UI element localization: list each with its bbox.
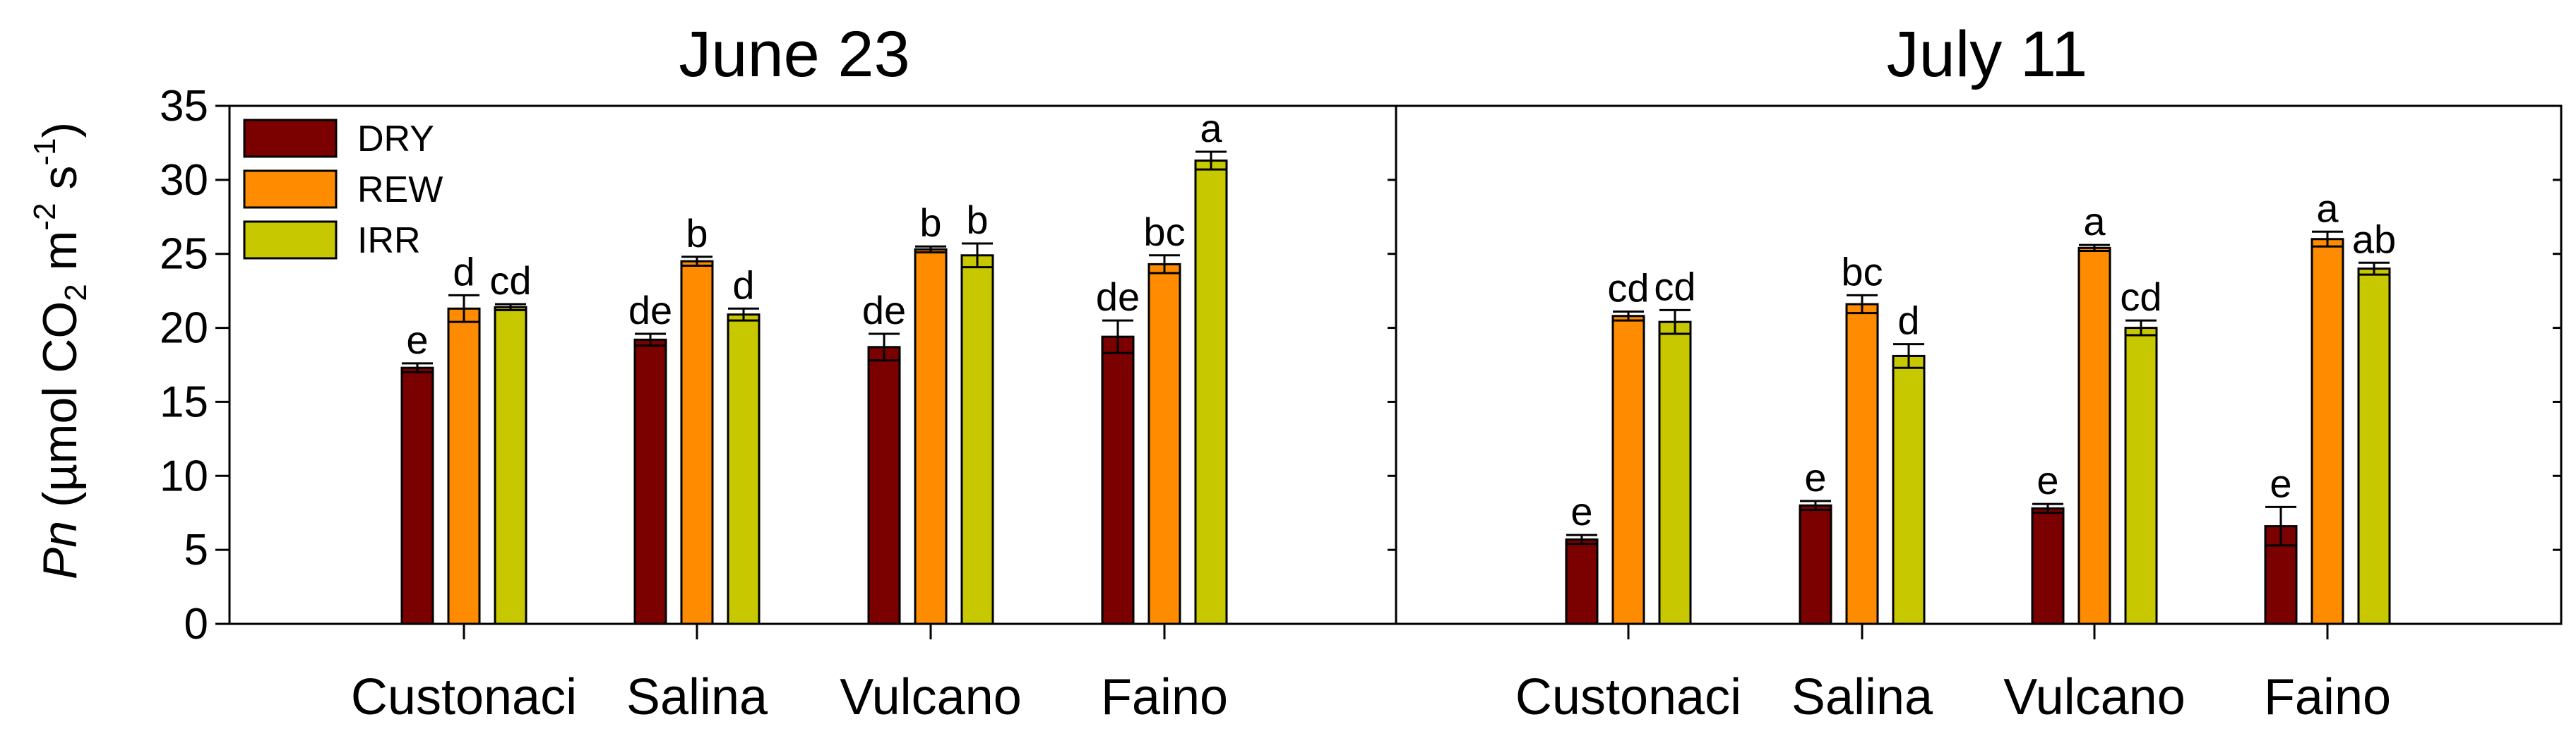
significance-letter: cd — [1654, 264, 1695, 308]
bar-rew — [1611, 315, 1645, 625]
x-tick-label: Vulcano — [2003, 669, 2186, 725]
y-tick-label: 25 — [160, 230, 208, 279]
significance-letter: d — [1897, 299, 1919, 343]
y-label-m: m — [33, 231, 87, 284]
significance-letter: bc — [1143, 210, 1185, 254]
bar-rew — [2077, 246, 2111, 625]
legend-label-dry: DRY — [357, 119, 434, 159]
significance-letter: b — [966, 198, 988, 242]
y-label-superscript-1: -2 — [28, 203, 62, 231]
significance-letter: de — [862, 288, 906, 332]
significance-letter: e — [2037, 458, 2058, 502]
bar-rew — [680, 260, 714, 625]
y-label-subscript: 2 — [59, 284, 93, 301]
significance-letter: ab — [2352, 217, 2396, 261]
significance-letter: a — [1200, 106, 1222, 150]
significance-letter: b — [686, 211, 708, 255]
significance-letter: cd — [489, 258, 531, 303]
legend-swatch-irr — [243, 220, 338, 260]
bar-irr — [727, 313, 761, 625]
bar-rew — [1147, 263, 1181, 625]
significance-letter: cd — [1607, 266, 1649, 311]
significance-letter: b — [919, 200, 941, 245]
y-tick-label: 20 — [160, 304, 208, 353]
legend-swatch-rew — [243, 169, 338, 209]
x-tick-label: Faino — [1101, 669, 1228, 725]
legend-label-rew: REW — [357, 169, 443, 210]
bar-irr — [1892, 354, 1926, 625]
significance-letter: de — [1096, 275, 1140, 319]
significance-letter: e — [2270, 461, 2291, 505]
y-axis-label: Pn (µmol CO2 m-2 s-1) — [28, 122, 93, 579]
panel-title: June 23 — [679, 18, 910, 90]
significance-letter: cd — [2120, 275, 2161, 319]
significance-letter: a — [2083, 199, 2106, 243]
bar-rew — [914, 248, 948, 625]
significance-letter: d — [732, 263, 754, 307]
significance-letter: bc — [1841, 249, 1883, 294]
y-tick-label: 10 — [160, 452, 208, 500]
bar-irr — [2357, 267, 2391, 625]
y-label-s: s — [33, 166, 87, 203]
bar-dry — [400, 366, 434, 625]
significance-letter: a — [2316, 186, 2339, 230]
panel-title: July 11 — [1887, 18, 2088, 90]
bar-rew — [1845, 303, 1879, 625]
bar-irr — [494, 306, 527, 625]
legend-label-irr: IRR — [357, 220, 421, 261]
panel-frame-2 — [1395, 104, 2563, 625]
y-tick-label: 15 — [160, 378, 208, 426]
x-tick-label: Vulcano — [840, 669, 1022, 725]
x-tick-label: Custonaci — [1515, 669, 1741, 725]
y-label-units: (µmol CO — [33, 301, 87, 521]
x-tick-label: Salina — [1791, 669, 1933, 725]
bar-irr — [960, 254, 994, 625]
bar-dry — [867, 346, 901, 625]
legend-swatch-dry — [243, 119, 338, 158]
significance-letter: e — [1804, 455, 1826, 500]
bar-dry — [1101, 335, 1135, 625]
bar-rew — [447, 307, 481, 625]
y-tick-label: 30 — [160, 156, 208, 205]
y-tick-label: 0 — [184, 600, 208, 649]
bar-irr — [1658, 320, 1692, 625]
x-tick-label: Salina — [626, 669, 768, 725]
significance-letter: e — [406, 318, 428, 362]
y-label-close: ) — [33, 122, 87, 138]
x-tick-label: Custonaci — [351, 669, 577, 725]
significance-letter: e — [1570, 489, 1592, 534]
y-tick-label: 35 — [160, 82, 208, 131]
y-tick-label: 5 — [184, 526, 208, 574]
bar-dry — [2031, 507, 2065, 625]
significance-letter: de — [628, 288, 672, 332]
y-label-superscript-2: -1 — [28, 138, 62, 166]
bar-dry — [1565, 538, 1599, 625]
significance-letter: d — [453, 249, 475, 294]
y-label-pn: Pn — [33, 521, 87, 579]
bar-rew — [2310, 238, 2344, 625]
x-tick-label: Faino — [2264, 669, 2391, 725]
bar-irr — [2124, 327, 2158, 625]
bar-dry — [633, 338, 667, 625]
bar-dry — [1799, 504, 1832, 625]
bar-irr — [1194, 159, 1228, 625]
